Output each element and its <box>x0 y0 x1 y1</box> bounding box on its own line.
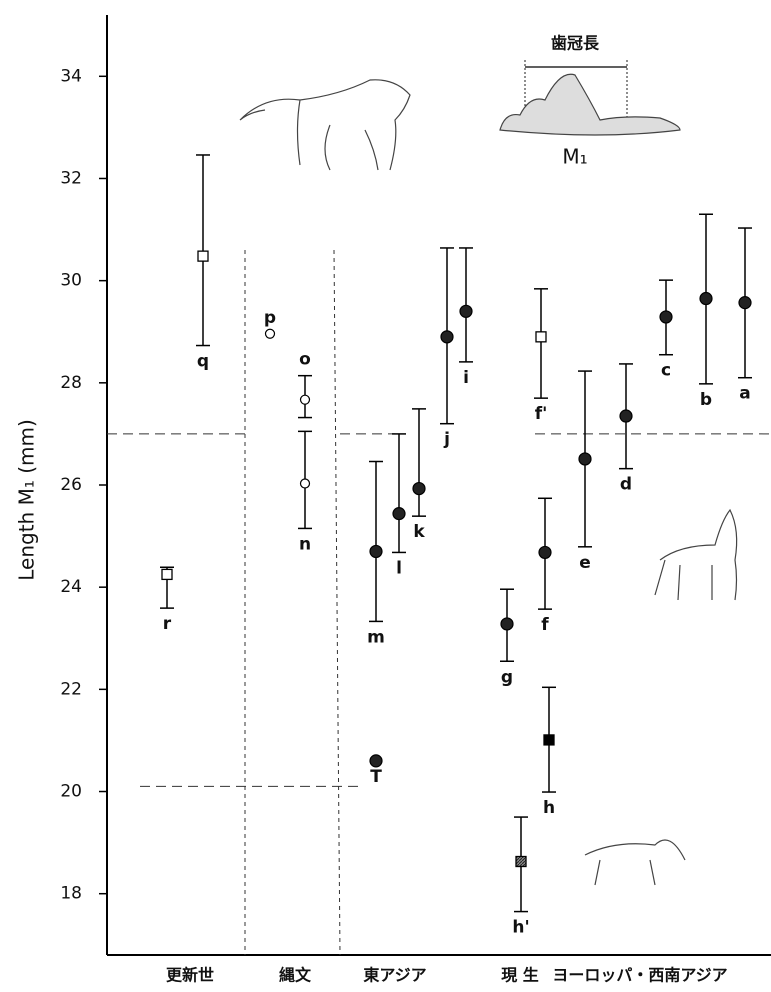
point-label: k <box>413 522 425 542</box>
jackal-illustration <box>585 510 737 885</box>
marker <box>301 479 310 488</box>
point-label: d <box>620 475 632 495</box>
marker <box>739 297 751 309</box>
y-axis-label: Length M₁ (mm) <box>15 419 39 581</box>
point-label: g <box>501 667 513 687</box>
point-label: p <box>264 308 276 328</box>
point-label: e <box>579 553 591 573</box>
y-tick-label: 18 <box>60 884 82 904</box>
marker <box>162 569 172 579</box>
group-divider <box>334 250 340 955</box>
y-tick-label: 26 <box>60 475 82 495</box>
group-label: 現 生 <box>501 966 539 985</box>
marker <box>413 483 425 495</box>
point-label: f' <box>535 404 548 424</box>
point-label: m <box>367 627 385 647</box>
annotation: 歯冠長 <box>551 34 600 53</box>
marker <box>700 293 712 305</box>
marker <box>501 618 513 630</box>
group-label: 更新世 <box>166 966 214 985</box>
point-label: j <box>443 430 450 450</box>
marker <box>539 546 551 558</box>
point-label: l <box>396 558 402 578</box>
wolf-illustration <box>240 80 410 170</box>
marker <box>516 857 526 867</box>
marker <box>301 395 310 404</box>
y-tick-label: 24 <box>60 577 82 597</box>
point-label: o <box>299 350 311 370</box>
chart: Length M₁ (mm) 歯冠長 M₁ 18 20 22 24 26 28 30 32 34… <box>0 0 771 992</box>
marker <box>660 311 672 323</box>
y-tick-label: 20 <box>60 782 82 802</box>
point-label: T <box>370 767 382 787</box>
marker <box>579 453 591 465</box>
point-label: c <box>661 361 671 381</box>
point-label: h' <box>512 918 529 938</box>
point-label: i <box>463 368 469 388</box>
marker <box>393 508 405 520</box>
marker <box>370 545 382 557</box>
y-tick-label: 28 <box>60 373 82 393</box>
point-label: h <box>543 798 555 818</box>
point-label: q <box>197 352 209 372</box>
point-label: a <box>739 384 750 404</box>
marker <box>198 251 208 261</box>
point-label: r <box>163 614 172 634</box>
tooth-illustration <box>500 60 680 135</box>
group-label: 東アジア <box>363 966 426 985</box>
marker <box>536 332 546 342</box>
marker <box>266 329 275 338</box>
marker <box>620 410 632 422</box>
marker <box>460 305 472 317</box>
point-label: f <box>541 615 549 635</box>
marker <box>370 755 382 767</box>
marker <box>544 735 554 745</box>
group-label: ヨーロッパ・西南アジア <box>552 966 727 985</box>
point-label: b <box>700 390 712 410</box>
annotation: M₁ <box>562 145 587 169</box>
y-tick-label: 34 <box>60 66 82 86</box>
marker <box>441 331 453 343</box>
group-label: 縄文 <box>279 966 312 985</box>
page: Length M₁ (mm) 歯冠長 M₁ 18 20 22 24 26 28 30 32 34… <box>0 0 771 992</box>
y-tick-label: 22 <box>60 679 82 699</box>
y-tick-label: 30 <box>60 271 82 291</box>
point-label: n <box>299 534 311 554</box>
y-tick-label: 32 <box>60 168 82 188</box>
